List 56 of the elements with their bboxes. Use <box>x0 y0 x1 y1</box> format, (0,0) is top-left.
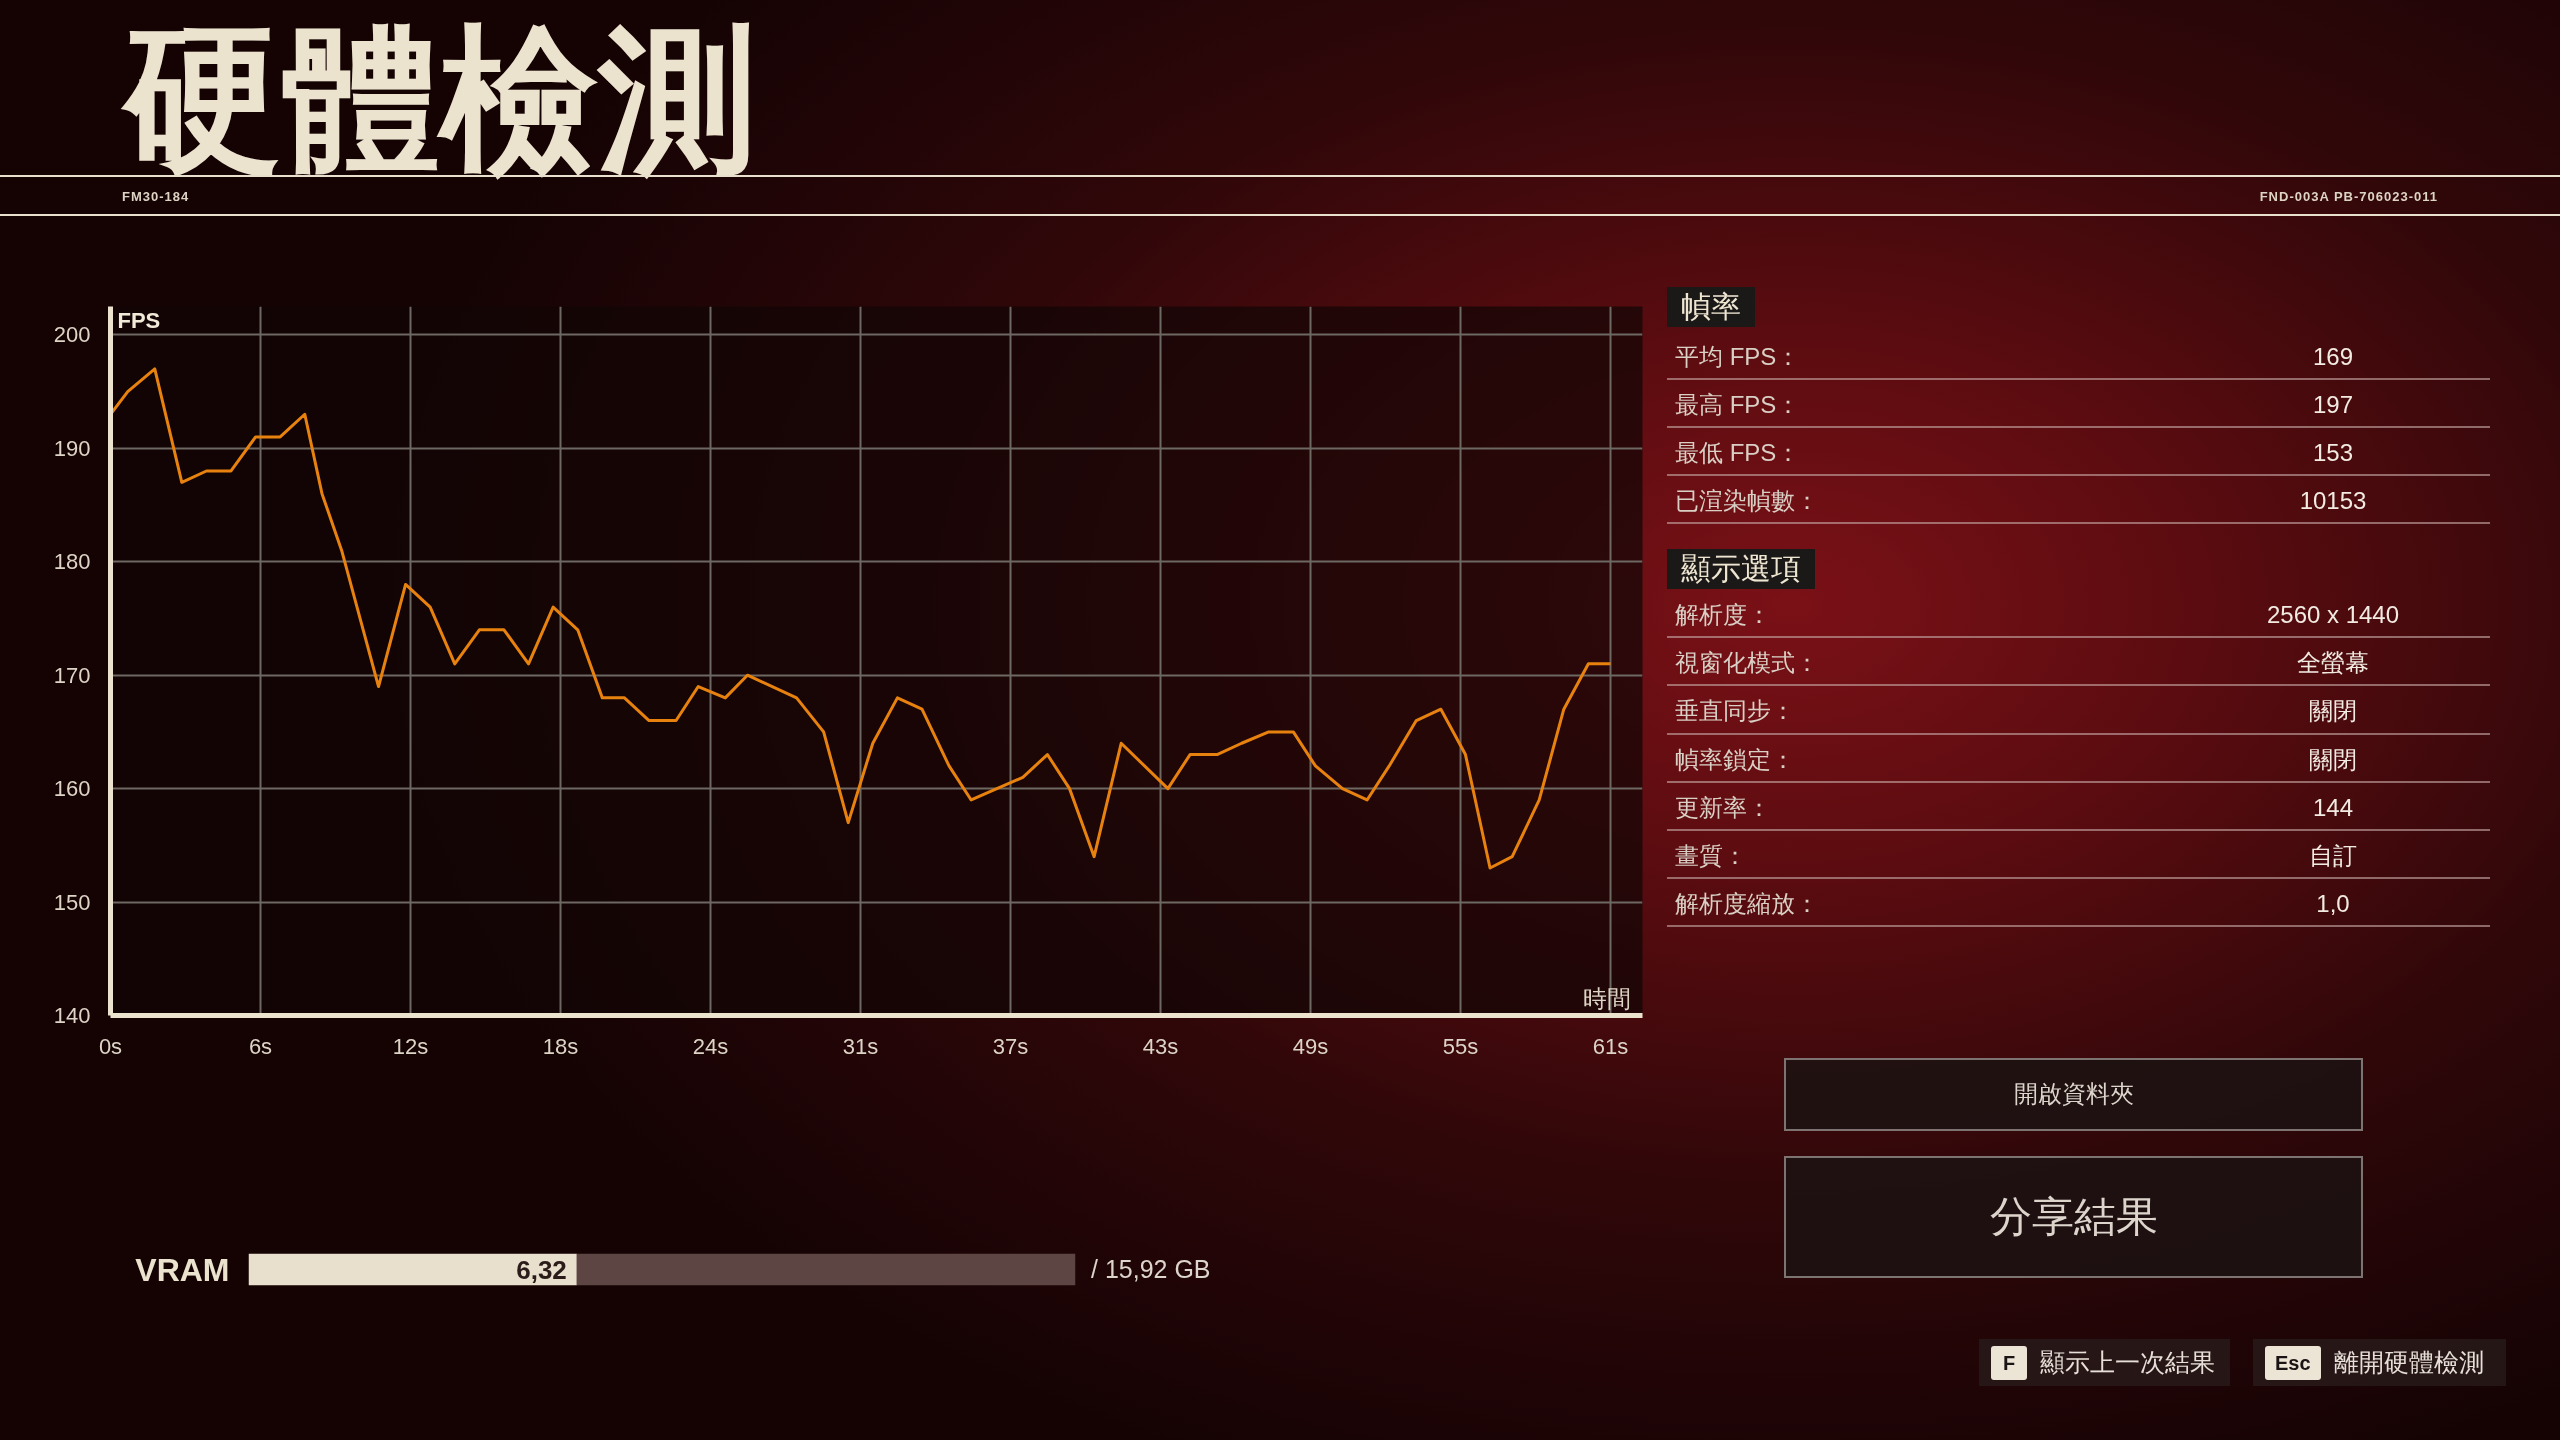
text: / 15,92 GB <box>1091 1254 1211 1285</box>
x-tick-label: 49s <box>1292 1033 1329 1059</box>
text: 解析度： <box>1675 600 1771 630</box>
text: 2560 x 1440 <box>2265 600 2401 630</box>
text: 1,0 <box>2315 889 2351 920</box>
text: 畫質： <box>1675 841 1747 871</box>
text: 垂直同步： <box>1675 696 1795 727</box>
x-axis-title: 時間 <box>1582 984 1631 1012</box>
y-tick-label: 170 <box>53 662 91 688</box>
y-tick-label: 140 <box>53 1003 91 1028</box>
x-tick-label: 61s <box>1592 1033 1629 1059</box>
text: 開啟資料夾 <box>1784 1058 2363 1131</box>
y-tick-label: VRAM <box>135 1251 230 1288</box>
x-tick-label: 18s <box>542 1033 579 1059</box>
x-tick-label: 55s <box>1442 1033 1479 1059</box>
y-tick-label: 180 <box>53 549 91 575</box>
text: 離開硬體檢測 <box>2333 1346 2484 1378</box>
x-tick-label: 0s <box>98 1033 123 1059</box>
y-tick-label: 200 <box>53 322 91 348</box>
text: 153 <box>2311 438 2354 468</box>
text: 顯示上一次結果 <box>2040 1346 2215 1378</box>
text: 197 <box>2311 390 2354 420</box>
data-label: 6,32 <box>516 1254 567 1285</box>
text: 最高 FPS： <box>1675 390 1801 420</box>
y-tick-label: 160 <box>53 776 91 802</box>
text: 關閉 <box>2308 696 2358 727</box>
x-tick-label: 37s <box>992 1033 1029 1059</box>
text: 平均 FPS： <box>1675 342 1801 372</box>
text: 解析度縮放： <box>1675 889 1819 920</box>
text: 10153 <box>2298 486 2368 516</box>
y-tick-label: 150 <box>53 889 91 915</box>
text: FM30-184 <box>122 188 190 206</box>
x-tick-label: 6s <box>248 1033 273 1059</box>
x-tick-label: 43s <box>1142 1033 1179 1059</box>
y-axis-title: FPS <box>117 307 161 333</box>
text: 分享結果 <box>1784 1156 2363 1278</box>
text: 關閉 <box>2308 744 2358 775</box>
text: 幀率鎖定： <box>1675 744 1795 775</box>
line-series <box>110 367 1613 870</box>
x-tick-label: 24s <box>692 1033 729 1059</box>
text: 視窗化模式： <box>1675 648 1819 679</box>
text: 最低 FPS： <box>1675 438 1801 468</box>
text: 顯示選項 <box>1667 549 1815 589</box>
text: F <box>1991 1345 2027 1380</box>
x-tick-label: 12s <box>392 1033 429 1059</box>
x-tick-label: 31s <box>842 1033 879 1059</box>
text: 自訂 <box>2308 841 2358 871</box>
text: FND-003A PB-706023-011 <box>2259 188 2438 206</box>
text: 幀率 <box>1667 287 1755 327</box>
text: 更新率： <box>1675 792 1771 823</box>
text: Esc <box>2265 1345 2321 1380</box>
text: 169 <box>2311 342 2354 372</box>
y-tick-label: 190 <box>53 435 91 461</box>
text: 全螢幕 <box>2296 648 2370 679</box>
text: 144 <box>2311 792 2354 823</box>
text: 已渲染幀數： <box>1675 486 1819 516</box>
